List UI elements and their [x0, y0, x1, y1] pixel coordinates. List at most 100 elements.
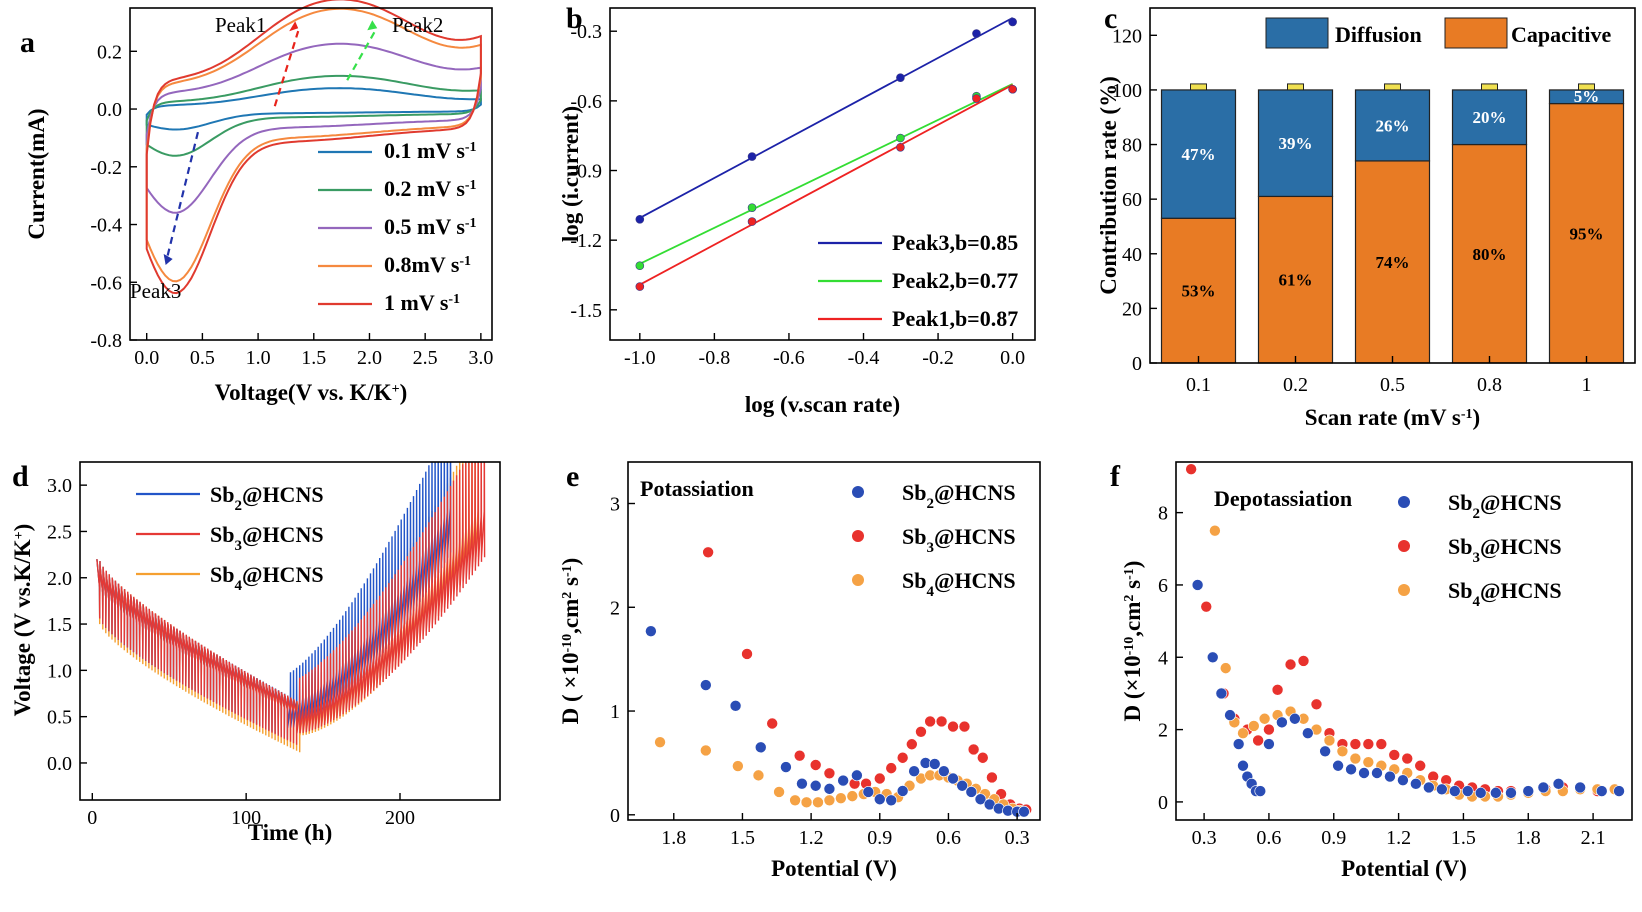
- legend-swatch-diffusion: [1265, 17, 1329, 49]
- y-tick-label: 0.2: [97, 41, 122, 63]
- legend-marker: [852, 486, 864, 498]
- label-text: D ( ×10: [558, 652, 583, 724]
- data-point: [729, 700, 742, 712]
- y-axis-label: log (i.current): [558, 106, 583, 242]
- data-point: [1206, 651, 1219, 664]
- gitt-curves: [96, 462, 486, 753]
- legend-marker: [1398, 496, 1410, 508]
- data-point: [1362, 756, 1375, 768]
- data-point: [896, 143, 905, 152]
- x-axis-label: log (v.scan rate): [745, 392, 900, 417]
- bar-capacitive: [1160, 217, 1237, 364]
- y-tick-label: 2: [610, 597, 620, 619]
- bar-diffusion: [1354, 89, 1431, 162]
- data-point: [645, 625, 657, 637]
- x-tick-label: 1: [1582, 374, 1592, 396]
- data-point: [965, 786, 978, 798]
- data-point: [741, 648, 753, 660]
- data-point: [1008, 17, 1017, 27]
- y-tick-label: 0.5: [47, 707, 72, 729]
- data-point: [1552, 778, 1565, 790]
- legend-text-tail: @HCNS: [934, 480, 1016, 505]
- legend-superscript: -1: [465, 178, 477, 193]
- y-tick-label: -0.9: [570, 161, 602, 183]
- legend-text: Sb: [210, 482, 234, 507]
- label-text: s: [558, 577, 583, 592]
- data-point: [1574, 781, 1586, 794]
- legend-swatch-capacitive: [1444, 17, 1508, 49]
- data-point: [972, 29, 981, 38]
- x-tick-label: 0.6: [936, 827, 961, 849]
- legend-text-tail: @HCNS: [1480, 490, 1562, 515]
- bar-capacitive: [1451, 143, 1528, 364]
- data-point: [837, 774, 849, 787]
- data-point: [935, 715, 948, 728]
- fit-line: [639, 83, 1014, 265]
- legend-text-tail: @HCNS: [1480, 578, 1562, 603]
- label-text: ): [400, 380, 408, 405]
- legend-entry: Peak1,b=0.87: [892, 306, 1018, 331]
- legend-superscript: -1: [459, 254, 471, 269]
- data-point: [635, 282, 645, 291]
- label-text: D (×10: [1120, 655, 1145, 721]
- data-point: [896, 751, 909, 764]
- label-text: ): [1120, 561, 1145, 569]
- data-point: [752, 769, 765, 782]
- legend-text: 0.5 mV s: [384, 214, 465, 239]
- data-point: [1276, 716, 1288, 729]
- data-point: [1401, 752, 1414, 765]
- data-point: [635, 261, 645, 271]
- panel-c-contribution-chart: c 53% 47% 0.1 61% 39% 0.2 74% 26% 0.5 80% 20% 0.8 95%…: [1096, 2, 1636, 430]
- x-tick-label: 0.6: [1256, 827, 1281, 849]
- data-point: [1410, 778, 1422, 790]
- legend-text: Sb: [902, 524, 926, 549]
- label-text: ,cm: [558, 599, 583, 634]
- panel-title: Depotassiation: [1214, 486, 1352, 511]
- x-tick-label: 1.2: [799, 827, 824, 849]
- axes-frame: [1175, 461, 1633, 821]
- label-superscript: -1: [560, 565, 575, 577]
- x-tick-label: 0.9: [867, 827, 892, 849]
- legend-text: Sb: [902, 480, 926, 505]
- data-point: [1384, 770, 1396, 783]
- x-tick-label: 2.0: [357, 347, 382, 369]
- data-point: [974, 793, 987, 806]
- data-point: [873, 793, 886, 806]
- data-point: [1345, 763, 1357, 776]
- y-tick-label: 4: [1158, 647, 1168, 669]
- y-tick-label: 1: [610, 701, 620, 723]
- data-point: [896, 133, 905, 143]
- x-tick-label: 200: [385, 807, 415, 829]
- data-point: [1362, 738, 1375, 750]
- y-tick-label: 100: [1112, 80, 1142, 102]
- y-tick-label: 120: [1112, 25, 1142, 47]
- bar-diffusion: [1451, 89, 1528, 146]
- label-superscript: -10: [560, 634, 575, 653]
- legend-entry: Sb4@HCNS: [902, 568, 1016, 600]
- y-tick-label: 1.5: [47, 614, 72, 636]
- x-tick-label: -0.4: [848, 347, 880, 369]
- y-tick-label: 2: [1158, 720, 1168, 742]
- panel-label-b: b: [566, 2, 583, 35]
- axes-frame: [1149, 7, 1636, 364]
- data-point: [1388, 749, 1401, 761]
- fit-line: [639, 84, 1014, 286]
- data-point: [1474, 787, 1487, 799]
- legend-text-tail: @HCNS: [1480, 534, 1562, 559]
- legend-marker: [852, 530, 864, 542]
- legend-entry: Sb3@HCNS: [1448, 534, 1562, 566]
- data-point: [1613, 785, 1625, 797]
- label-text: Voltage (V vs.K/K: [10, 539, 35, 716]
- panel-a-cv-chart: a 0.0 0.5 1.0 1.5 2.0 2.5 3.0 -0.8 -0.6 -0.4 -0.2 0.…: [20, 0, 493, 405]
- cv-curve: [145, 74, 482, 157]
- data-point: [1302, 727, 1314, 740]
- data-point: [800, 796, 813, 809]
- axes-frame: [627, 461, 1041, 821]
- legend-subscript: 4: [1472, 594, 1480, 610]
- bar-label-capacitive: 95%: [1570, 224, 1604, 243]
- bar-label-capacitive: 74%: [1376, 253, 1410, 272]
- x-tick-label: 0.3: [1192, 827, 1217, 849]
- legend-entry-diffusion: Diffusion: [1335, 22, 1422, 47]
- peak3-arrowhead: [163, 253, 173, 265]
- data-point: [1336, 745, 1349, 758]
